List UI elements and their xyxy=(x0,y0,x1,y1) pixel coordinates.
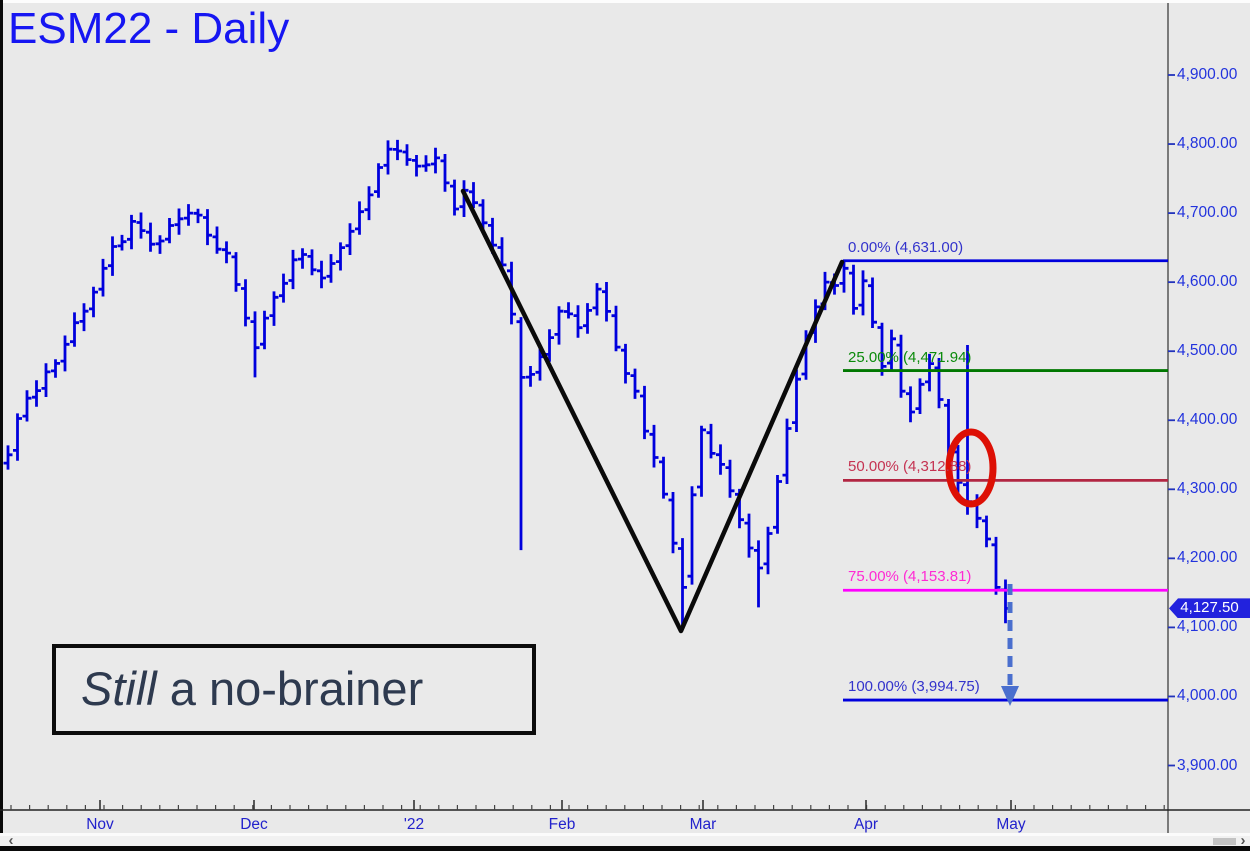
y-tick-label: 4,000.00 xyxy=(1177,687,1238,705)
y-tick-label: 4,800.00 xyxy=(1177,135,1238,153)
trendline[interactable] xyxy=(460,188,845,634)
highlight-ellipse[interactable] xyxy=(945,428,997,508)
horizontal-scrollbar-thumb[interactable] xyxy=(1213,838,1236,845)
price-bars xyxy=(3,139,1010,627)
y-tick-label: 4,400.00 xyxy=(1177,411,1238,429)
y-tick-label: 4,200.00 xyxy=(1177,549,1238,567)
scroll-right-icon[interactable]: › xyxy=(1240,832,1246,849)
last-price-tag: 4,127.50 xyxy=(1169,598,1250,619)
scrollbar-top-strip xyxy=(0,833,1250,836)
projection-arrow-head-icon xyxy=(1001,686,1019,706)
annotation-italic-text: Still xyxy=(81,662,157,715)
chart-title: ESM22 - Daily xyxy=(8,4,290,53)
x-month-label-Apr: Apr xyxy=(853,816,879,833)
y-tick-label: 4,900.00 xyxy=(1177,66,1238,83)
fib-label-100.00%: 100.00% (3,994.75) xyxy=(848,678,980,696)
y-tick-label: 4,100.00 xyxy=(1177,618,1238,636)
annotation-callout-box[interactable]: Still a no-brainer xyxy=(52,644,536,735)
y-tick-label: 4,300.00 xyxy=(1177,480,1238,498)
fib-label-75.00%: 75.00% (4,153.81) xyxy=(848,568,972,586)
x-month-label-May: May xyxy=(996,816,1026,833)
annotation-regular-text: a no-brainer xyxy=(156,662,424,715)
y-tick-label: 4,600.00 xyxy=(1177,273,1238,291)
x-month-label-Mar: Mar xyxy=(689,816,717,833)
window-top-edge xyxy=(3,0,1250,3)
y-tick-label: 3,900.00 xyxy=(1177,756,1238,774)
y-tick-label: 4,500.00 xyxy=(1177,342,1238,360)
fib-label-50.00%: 50.00% (4,312.88) xyxy=(848,458,972,476)
x-month-label-Dec: Dec xyxy=(240,816,268,833)
y-tick-label: 4,700.00 xyxy=(1177,204,1238,222)
x-month-label-Nov: Nov xyxy=(86,816,114,833)
fib-label-0.00%: 0.00% (4,631.00) xyxy=(848,238,964,256)
x-month-label-Feb: Feb xyxy=(548,816,576,833)
x-month-label-22: '22 xyxy=(403,816,425,833)
scroll-left-icon[interactable]: ‹ xyxy=(8,832,14,849)
fib-label-25.00%: 25.00% (4,471.94) xyxy=(848,348,972,366)
horizontal-scrollbar-track[interactable] xyxy=(0,836,1250,846)
